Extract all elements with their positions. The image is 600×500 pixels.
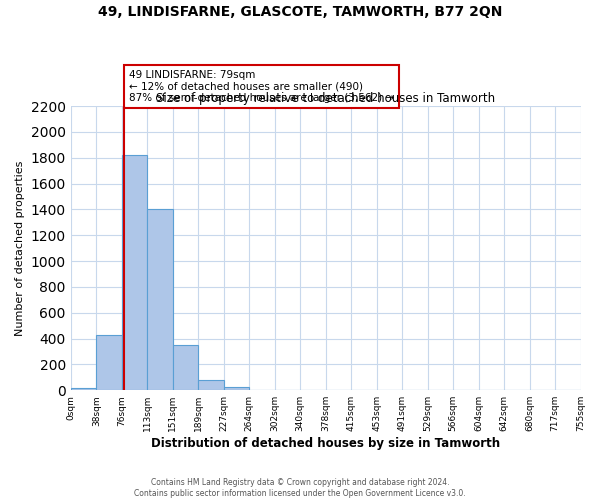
Y-axis label: Number of detached properties: Number of detached properties — [15, 160, 25, 336]
Bar — [147, 210, 173, 390]
Title: Size of property relative to detached houses in Tamworth: Size of property relative to detached ho… — [156, 92, 495, 105]
Text: 49, LINDISFARNE, GLASCOTE, TAMWORTH, B77 2QN: 49, LINDISFARNE, GLASCOTE, TAMWORTH, B77… — [98, 5, 502, 19]
X-axis label: Distribution of detached houses by size in Tamworth: Distribution of detached houses by size … — [151, 437, 500, 450]
Text: 49 LINDISFARNE: 79sqm
← 12% of detached houses are smaller (490)
87% of semi-det: 49 LINDISFARNE: 79sqm ← 12% of detached … — [129, 70, 394, 103]
Text: Contains HM Land Registry data © Crown copyright and database right 2024.
Contai: Contains HM Land Registry data © Crown c… — [134, 478, 466, 498]
Bar — [198, 380, 224, 390]
Bar — [97, 334, 122, 390]
Bar — [224, 387, 249, 390]
Bar — [71, 388, 97, 390]
Bar — [173, 345, 198, 390]
Bar — [122, 155, 147, 390]
